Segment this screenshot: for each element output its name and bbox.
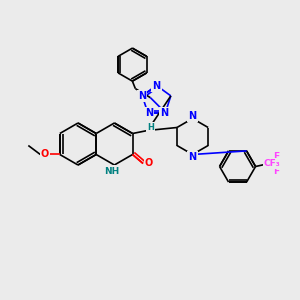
Text: O: O [145, 158, 153, 169]
Text: N: N [188, 152, 196, 163]
Text: N: N [188, 110, 196, 121]
Text: N: N [138, 91, 146, 101]
Text: N: N [160, 108, 168, 118]
Text: N: N [152, 80, 160, 91]
Text: H: H [147, 123, 154, 132]
Text: CF₃: CF₃ [264, 159, 280, 168]
Text: F: F [274, 152, 280, 160]
Text: F: F [274, 167, 280, 176]
Text: O: O [41, 149, 49, 160]
Text: F: F [274, 159, 280, 168]
Text: N: N [145, 108, 153, 118]
Text: NH: NH [104, 167, 119, 176]
